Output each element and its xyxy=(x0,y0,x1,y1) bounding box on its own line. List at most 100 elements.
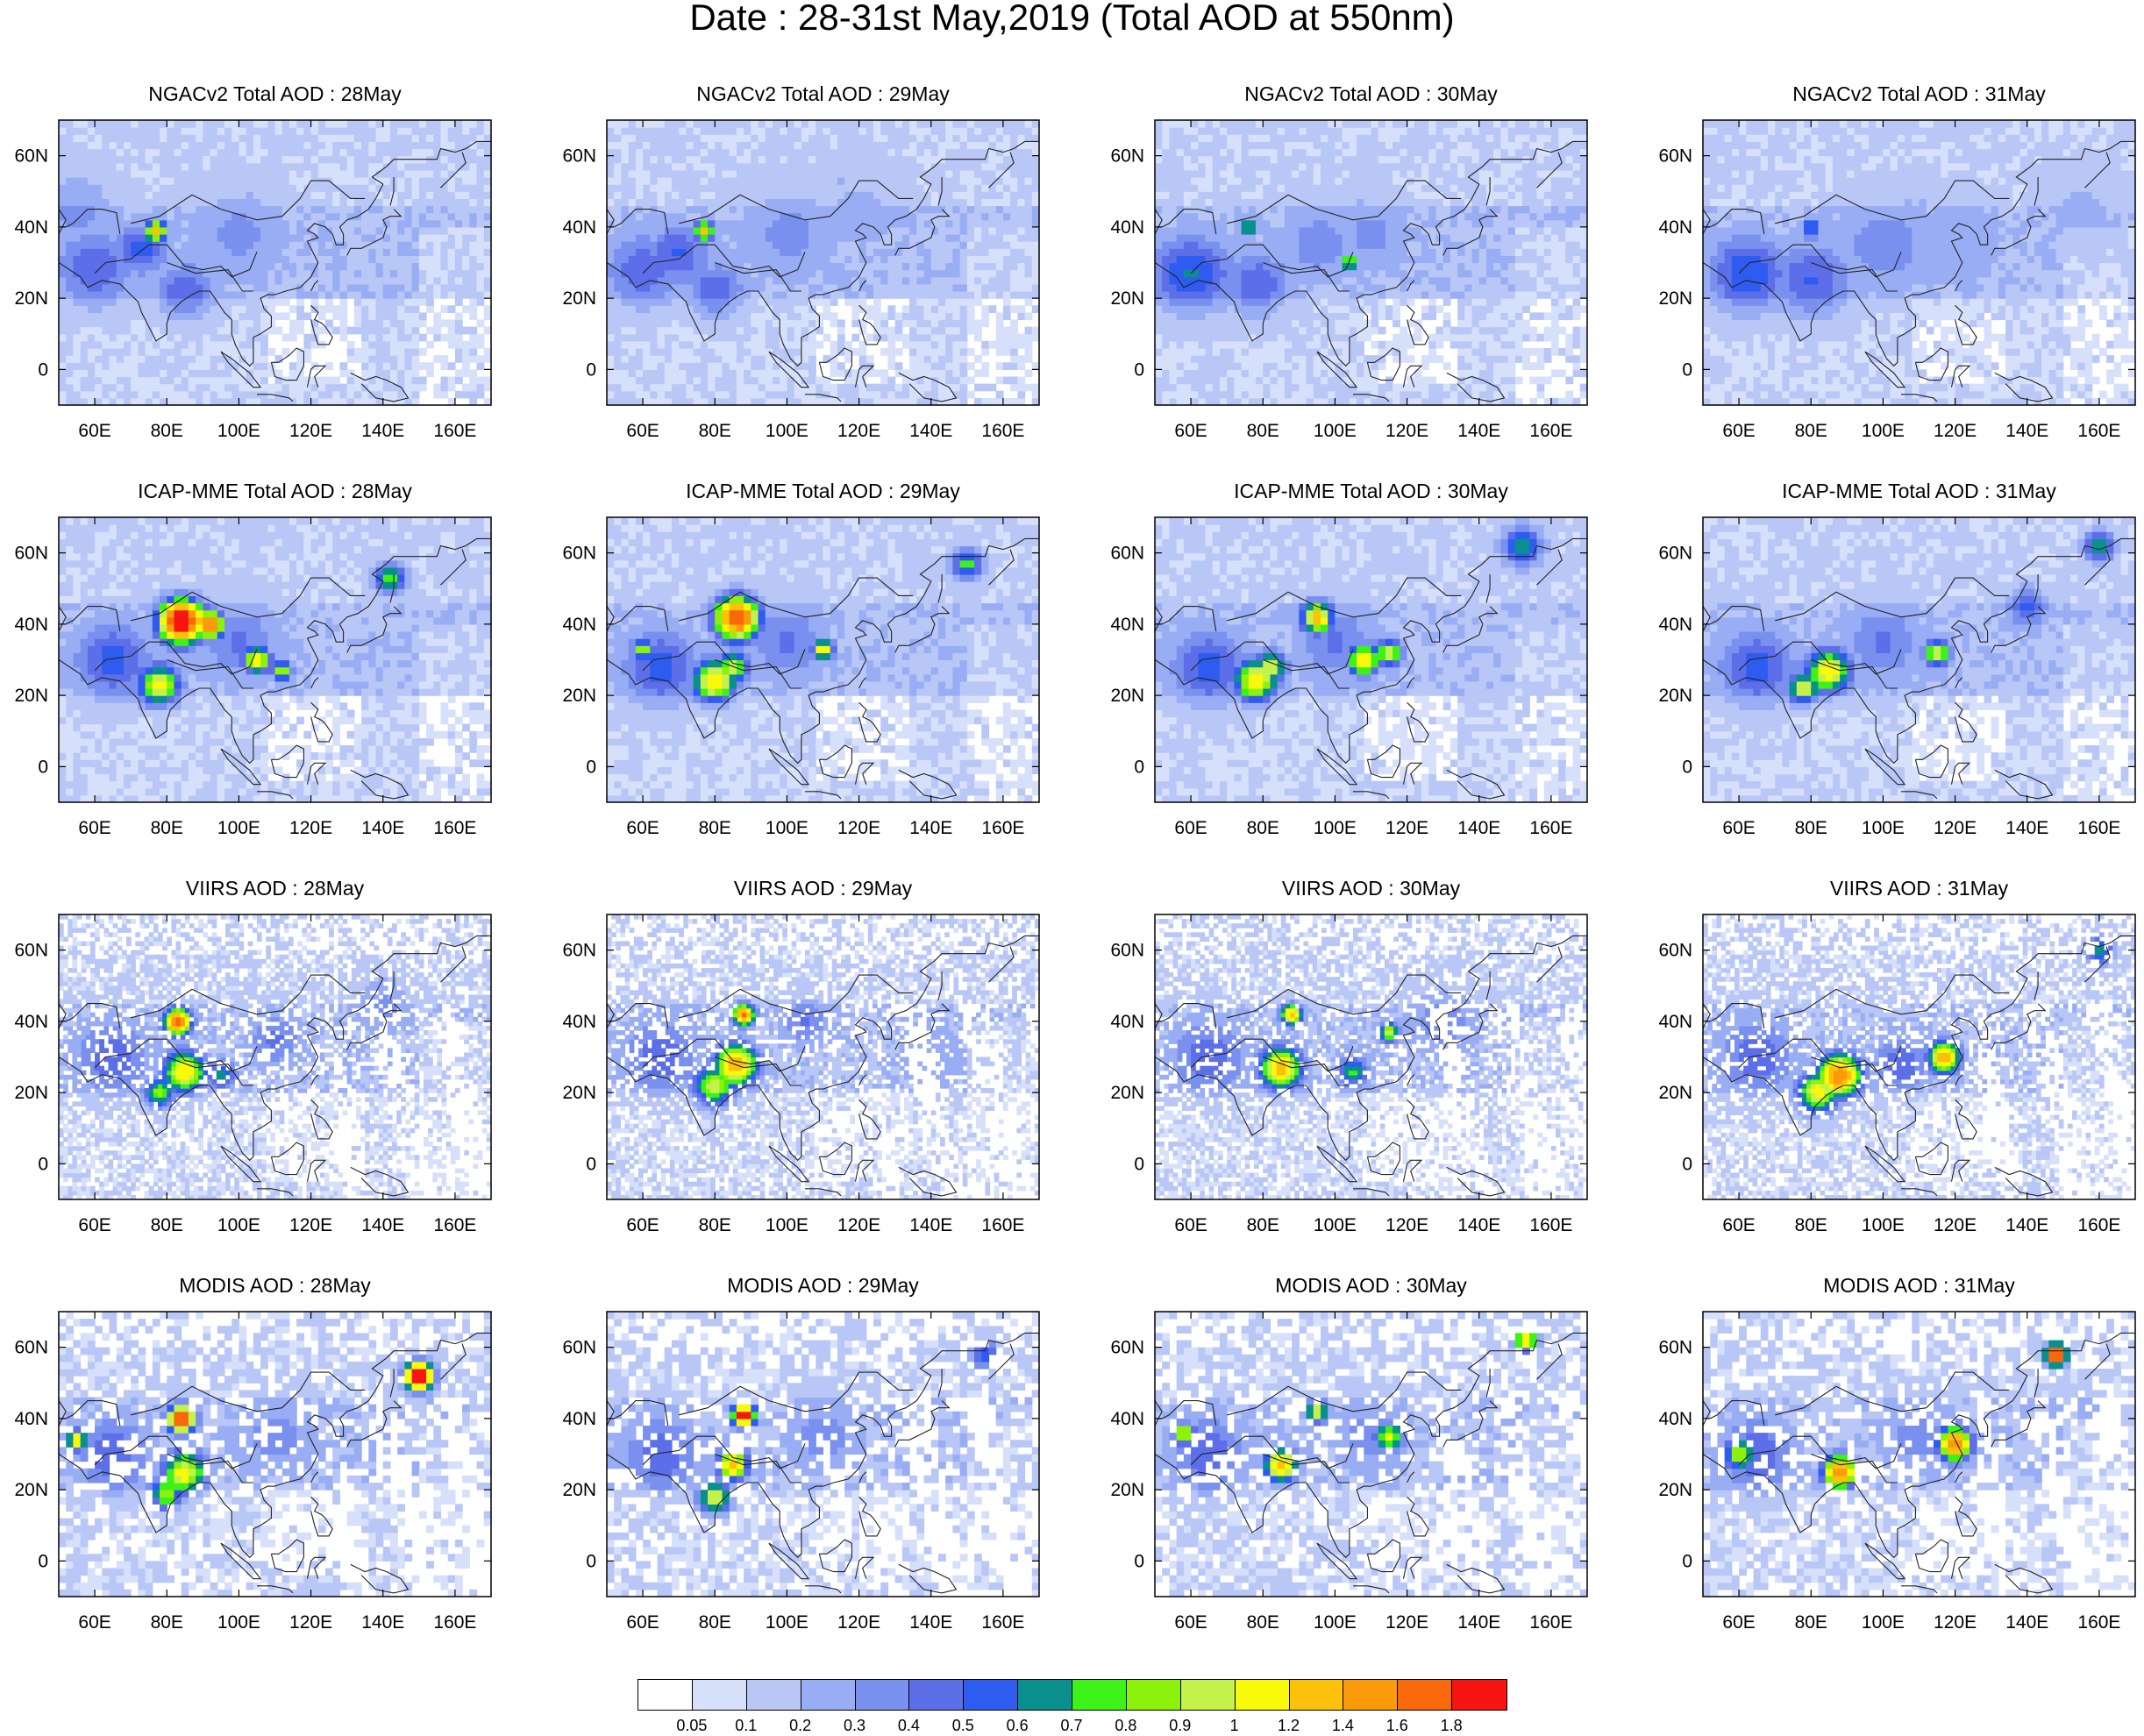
colorbar-swatch xyxy=(1234,1679,1290,1711)
colorbar-swatch xyxy=(1125,1679,1182,1711)
panel-title: MODIS AOD : 31May xyxy=(1703,1274,2135,1298)
lon-tick-label: 120E xyxy=(289,1215,332,1235)
lon-tick-label: 60E xyxy=(626,818,659,838)
lon-tick-label: 80E xyxy=(699,818,731,838)
aod-map: 60N 40N 20N 0 60E 80E 100E 120E 140E 160E xyxy=(14,119,492,441)
lon-tick-label: 80E xyxy=(1795,818,1827,838)
colorbar-swatch xyxy=(908,1679,965,1711)
lat-tick-label: 60N xyxy=(562,146,596,167)
coastlines xyxy=(59,140,491,402)
lon-tick-label: 80E xyxy=(1247,1612,1279,1633)
lat-tick-label: 0 xyxy=(1682,757,1692,777)
lon-tick-label: 80E xyxy=(151,1215,183,1235)
lon-tick-label: 140E xyxy=(2005,1215,2048,1235)
coastlines xyxy=(59,537,491,800)
colorbar-swatch xyxy=(1451,1679,1507,1711)
lon-tick-label: 160E xyxy=(981,818,1024,838)
map-frame xyxy=(1702,516,2136,803)
lon-tick-label: 100E xyxy=(217,421,260,441)
lon-tick-label: 100E xyxy=(1314,818,1357,838)
aod-map: 60N 40N 20N 0 60E 80E 100E 120E 140E 160E xyxy=(1658,914,2136,1235)
lat-tick-label: 40N xyxy=(1658,615,1692,635)
aod-map: 60N 40N 20N 0 60E 80E 100E 120E 140E 160E xyxy=(1110,1311,1588,1633)
lon-tick-label: 60E xyxy=(1174,1215,1207,1235)
colorbar-label: 0.1 xyxy=(735,1717,757,1735)
aod-map: 60N 40N 20N 0 60E 80E 100E 120E 140E 160E xyxy=(14,1311,492,1633)
panel-title: ICAP-MME Total AOD : 30May xyxy=(1155,480,1587,503)
colorbar-swatch xyxy=(638,1679,694,1711)
lon-tick-label: 160E xyxy=(433,421,476,441)
aod-map: 60N 40N 20N 0 60E 80E 100E 120E 140E 160E xyxy=(1658,1311,2136,1633)
colorbar-label: 0.9 xyxy=(1169,1717,1191,1735)
coastlines xyxy=(607,140,1039,402)
lat-tick-label: 40N xyxy=(562,1012,596,1032)
lat-tick-label: 0 xyxy=(1682,1551,1692,1571)
lat-tick-label: 40N xyxy=(14,1012,48,1032)
lon-tick-label: 60E xyxy=(626,421,659,441)
panel-title: MODIS AOD : 29May xyxy=(607,1274,1039,1298)
lat-tick-label: 40N xyxy=(562,217,596,238)
lon-tick-label: 80E xyxy=(1795,421,1827,441)
map-frame xyxy=(606,516,1040,803)
lon-tick-label: 160E xyxy=(433,1612,476,1633)
lon-tick-label: 80E xyxy=(699,1215,731,1235)
colorbar-label: 0.4 xyxy=(898,1717,920,1735)
lat-tick-label: 40N xyxy=(1658,1409,1692,1429)
coastlines xyxy=(1703,140,2135,402)
colorbar-swatch xyxy=(1397,1679,1453,1711)
panel-title: NGACv2 Total AOD : 31May xyxy=(1703,82,2135,106)
aod-field xyxy=(59,120,491,405)
lat-tick-label: 0 xyxy=(586,359,596,380)
lat-tick-label: 60N xyxy=(1110,146,1144,167)
lon-tick-label: 100E xyxy=(1862,1612,1905,1633)
lat-tick-label: 60N xyxy=(1658,941,1692,961)
lat-tick-label: 20N xyxy=(1658,686,1692,706)
lon-tick-label: 160E xyxy=(1529,1612,1572,1633)
map-panel-viirs-30May: VIIRS AOD : 30May 60N 40N 20N 0 60E 80E 100E 120… xyxy=(1096,875,1622,1270)
colorbar-label: 0.05 xyxy=(676,1717,707,1735)
lon-tick-label: 160E xyxy=(2077,1215,2120,1235)
map-panel-icap-29May: ICAP-MME Total AOD : 29May 60N 40N 20N 0 60E 8… xyxy=(548,478,1074,872)
aod-field xyxy=(1155,517,1587,802)
colorbar-swatch xyxy=(1017,1679,1073,1711)
colorbar-label: 0.6 xyxy=(1007,1717,1029,1735)
lon-tick-label: 60E xyxy=(1722,1215,1755,1235)
aod-map: 60N 40N 20N 0 60E 80E 100E 120E 140E 160E xyxy=(562,914,1040,1235)
lat-tick-label: 20N xyxy=(1658,1480,1692,1500)
map-panel-modis-28May: MODIS AOD : 28May 60N 40N 20N 0 60E 80E 100E 120… xyxy=(0,1272,526,1667)
lon-tick-label: 80E xyxy=(151,818,183,838)
aod-map: 60N 40N 20N 0 60E 80E 100E 120E 140E 160E xyxy=(562,516,1040,838)
lon-tick-label: 60E xyxy=(626,1215,659,1235)
lat-tick-label: 20N xyxy=(562,1083,596,1103)
aod-field xyxy=(607,517,1039,802)
lat-tick-label: 20N xyxy=(562,686,596,706)
lat-tick-label: 40N xyxy=(1110,1409,1144,1429)
map-frame xyxy=(1154,119,1588,406)
colorbar-swatch xyxy=(1343,1679,1399,1711)
coastlines xyxy=(1703,1332,2135,1594)
aod-map: 60N 40N 20N 0 60E 80E 100E 120E 140E 160E xyxy=(14,914,492,1235)
lon-tick-label: 100E xyxy=(1862,421,1905,441)
colorbar-legend: 0.05 0.1 0.2 0.3 0.4 0.5 0.6 0.7 0.8 0.9 1 1.2 1.4 1.… xyxy=(638,1679,1507,1735)
lon-tick-label: 160E xyxy=(1529,818,1572,838)
aod-map: 60N 40N 20N 0 60E 80E 100E 120E 140E 160E xyxy=(1110,119,1588,441)
lon-tick-label: 140E xyxy=(909,421,952,441)
colorbar-swatch xyxy=(963,1679,1019,1711)
lat-tick-label: 20N xyxy=(1658,1083,1692,1103)
lon-tick-label: 160E xyxy=(1529,1215,1572,1235)
lon-tick-label: 100E xyxy=(766,1215,808,1235)
lon-tick-label: 80E xyxy=(699,1612,731,1633)
colorbar-swatch xyxy=(745,1679,802,1711)
lon-tick-label: 140E xyxy=(909,818,952,838)
lat-tick-label: 40N xyxy=(1658,217,1692,238)
colorbar-label: 0.7 xyxy=(1060,1717,1082,1735)
lat-tick-label: 60N xyxy=(562,544,596,564)
lat-tick-label: 20N xyxy=(1110,1083,1144,1103)
lon-tick-label: 100E xyxy=(1314,1612,1357,1633)
colorbar-label: 0.8 xyxy=(1115,1717,1136,1735)
lon-tick-label: 120E xyxy=(1934,1215,1977,1235)
map-frame xyxy=(58,119,492,406)
lat-tick-label: 0 xyxy=(38,1551,48,1571)
lon-tick-label: 120E xyxy=(1934,1612,1977,1633)
lat-tick-label: 60N xyxy=(1110,941,1144,961)
